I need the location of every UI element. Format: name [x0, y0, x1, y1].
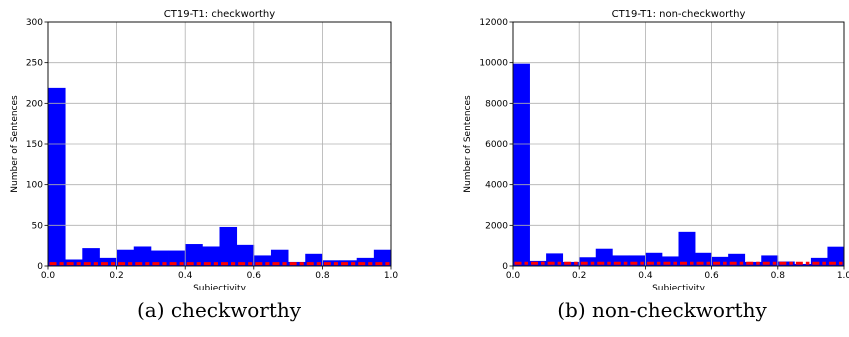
y-tick-label: 150	[26, 140, 43, 150]
histogram-bar	[65, 259, 83, 266]
x-tick-label: 0.0	[41, 271, 56, 281]
histogram-bar	[168, 250, 186, 266]
y-tick-label: 4000	[485, 181, 508, 191]
histogram-bar	[236, 244, 255, 266]
x-tick-label: 0.2	[572, 271, 586, 281]
histogram-bar	[612, 255, 630, 266]
histogram-bar	[253, 255, 272, 266]
x-tick-label: 0.6	[704, 271, 719, 281]
histogram-bar	[661, 256, 679, 266]
y-tick-label: 12000	[479, 18, 508, 28]
histogram-bar	[339, 260, 358, 266]
x-axis-label: Subjectivity	[652, 284, 706, 290]
x-axis-label: Subjectivity	[193, 284, 247, 290]
histogram-bar	[270, 249, 289, 266]
y-tick-label: 10000	[479, 59, 508, 69]
histogram-bar	[185, 244, 203, 266]
y-tick-label: 300	[26, 18, 43, 28]
y-axis-label: Number of Sentences	[463, 95, 473, 193]
histogram-bar	[48, 87, 66, 266]
x-tick-label: 0.8	[315, 271, 330, 281]
histogram-bar	[219, 226, 238, 266]
histogram-bar	[99, 257, 117, 266]
y-tick-label: 50	[32, 221, 44, 231]
x-tick-label: 1.0	[384, 271, 399, 281]
x-tick-label: 0.4	[178, 271, 193, 281]
histogram-non-checkworthy: 0.0 0.2 0.4 0.6 0.8 1.0 0 2000 4000 6000 8000 10000…	[463, 9, 849, 294]
histogram-bar	[628, 255, 646, 266]
histogram-bar	[322, 260, 340, 266]
y-tick-label: 200	[26, 99, 43, 109]
y-axis-label: Number of Sentences	[10, 95, 20, 193]
y-tick-label: 0	[37, 262, 43, 272]
histogram-bar	[678, 231, 696, 266]
x-tick-label: 0.2	[109, 271, 123, 281]
histogram-bar	[116, 249, 135, 266]
histogram-checkworthy: 0.0 0.2 0.4 0.6 0.8 1.0 0 50 100 150 200 250 300 CT19…	[10, 9, 399, 294]
histogram-bar	[513, 63, 530, 266]
histogram-bar	[827, 246, 845, 266]
y-tick-label: 0	[502, 262, 508, 272]
histogram-bar	[761, 255, 779, 266]
histogram-bar	[711, 256, 729, 266]
x-tick-label: 0.4	[638, 271, 653, 281]
chart-checkworthy: 0.0 0.2 0.4 0.6 0.8 1.0 0 50 100 150 200 250 300 CT19…	[0, 0, 424, 294]
chart-title: CT19-T1: checkworthy	[164, 9, 275, 20]
x-tick-label: 0.8	[771, 271, 786, 281]
x-tick-label: 1.0	[837, 271, 849, 281]
caption-checkworthy: (a) checkworthy	[136, 298, 302, 322]
histogram-bar	[288, 261, 306, 266]
chart-non-checkworthy: 0.0 0.2 0.4 0.6 0.8 1.0 0 2000 4000 6000 8000 10000…	[424, 0, 849, 294]
x-tick-label: 0.0	[506, 271, 521, 281]
histogram-bar	[579, 257, 597, 266]
y-tick-label: 250	[26, 59, 43, 69]
y-tick-label: 100	[26, 181, 43, 191]
histogram-bar	[202, 246, 220, 266]
y-tick-label: 8000	[485, 99, 508, 109]
chart-title: CT19-T1: non-checkworthy	[612, 9, 746, 20]
y-tick-label: 6000	[485, 140, 508, 150]
histogram-bar	[794, 263, 812, 266]
caption-non-checkworthy: (b) non-checkworthy	[557, 298, 767, 322]
histogram-bar	[595, 248, 613, 266]
histogram-bar	[356, 257, 375, 266]
histogram-bar	[150, 250, 169, 266]
y-tick-label: 2000	[485, 221, 508, 231]
histogram-bar	[133, 246, 152, 266]
histogram-bar	[82, 248, 100, 266]
x-tick-label: 0.6	[247, 271, 262, 281]
histogram-bar	[373, 249, 392, 266]
